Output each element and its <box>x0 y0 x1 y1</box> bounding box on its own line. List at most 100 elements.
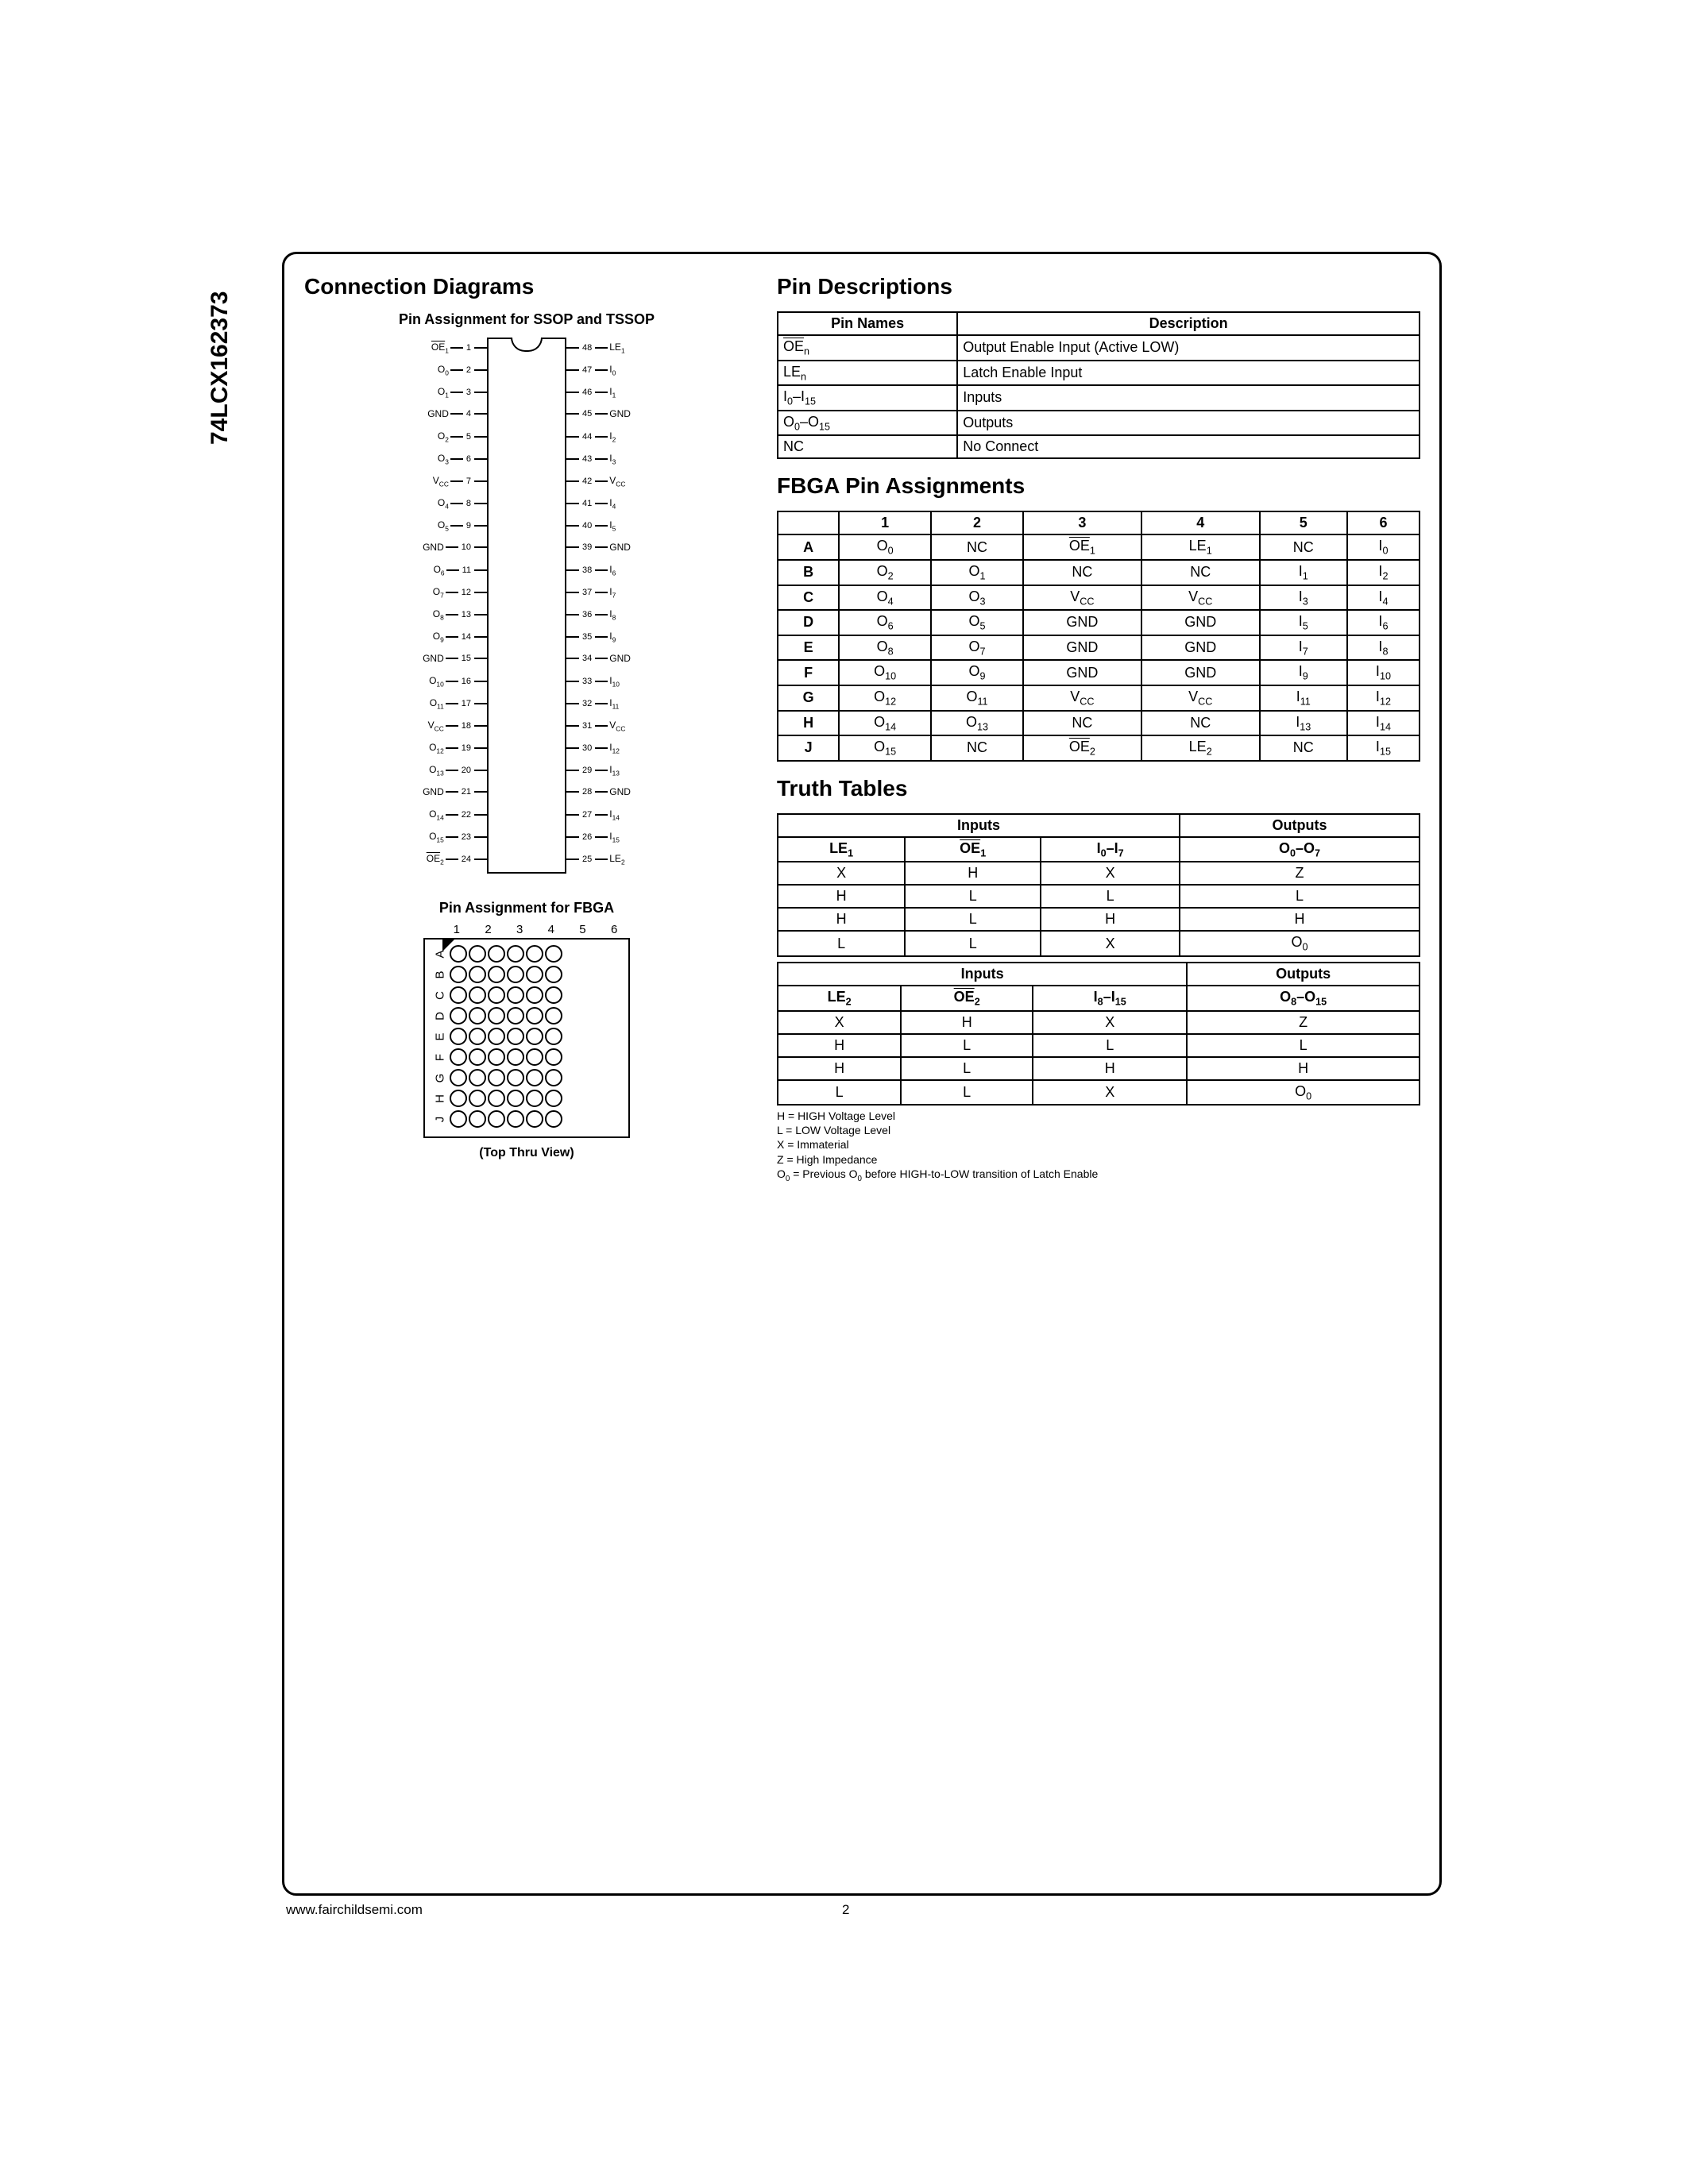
truth-table-1: InputsOutputsLE1OE1I0–I7O0–O7XHXZHLLLHLH… <box>777 813 1420 957</box>
fbga-col-label: 6 <box>611 923 617 936</box>
fbga-ball <box>469 1090 486 1107</box>
fbga-row-label: E <box>434 1028 447 1045</box>
fbga-cell: C <box>778 585 839 611</box>
fbga-cell: G <box>778 685 839 711</box>
fbga-cell: O2 <box>839 560 931 585</box>
pin-name-cell: O0–O15 <box>778 411 957 436</box>
truth-cell: X <box>1041 862 1180 885</box>
ssop-pin-right: 47I0 <box>566 364 617 376</box>
note-line: O0 = Previous O0 before HIGH-to-LOW tran… <box>777 1167 1420 1185</box>
fbga-cell: B <box>778 560 839 585</box>
fbga-col-label: 2 <box>485 923 491 936</box>
table-header: Outputs <box>1180 814 1420 837</box>
ssop-pin-right: 31VCC <box>566 720 627 732</box>
fbga-ball <box>469 1007 486 1024</box>
fbga-cell: O10 <box>839 660 931 685</box>
fbga-ball <box>488 1028 505 1045</box>
fbga-ball <box>526 1090 543 1107</box>
fbga-ball <box>507 1069 524 1086</box>
fbga-cell: I3 <box>1260 585 1347 611</box>
fbga-ball <box>526 1048 543 1066</box>
fbga-row-label: D <box>434 1007 447 1024</box>
fbga-row-label: C <box>434 986 447 1004</box>
fbga-ball <box>545 1007 562 1024</box>
fbga-ball <box>507 1007 524 1024</box>
fbga-row: G <box>431 1068 622 1087</box>
truth-cell: H <box>905 862 1041 885</box>
truth-cell: X <box>1041 931 1180 956</box>
table-header: I8–I15 <box>1033 986 1187 1011</box>
ssop-pin-right: 30I12 <box>566 742 621 754</box>
fbga-cell: I8 <box>1347 635 1420 661</box>
ssop-pin-right: 36I8 <box>566 608 617 621</box>
ssop-pin-right: 43I3 <box>566 453 617 465</box>
truth-tables-heading: Truth Tables <box>777 776 1420 801</box>
ssop-title: Pin Assignment for SSOP and TSSOP <box>304 311 749 328</box>
fbga-ball <box>507 986 524 1004</box>
truth-cell: L <box>905 885 1041 908</box>
fbga-ball <box>488 1007 505 1024</box>
table-header: Inputs <box>778 963 1187 986</box>
fbga-cell: VCC <box>1023 685 1141 711</box>
fbga-row-label: F <box>434 1048 447 1066</box>
fbga-ball <box>526 1110 543 1128</box>
fbga-cell: VCC <box>1141 685 1260 711</box>
fbga-col-label: 4 <box>548 923 554 936</box>
fbga-ball <box>507 1110 524 1128</box>
truth-cell: H <box>778 1034 901 1057</box>
fbga-cell: NC <box>1260 735 1347 761</box>
fbga-ball <box>450 1110 467 1128</box>
fbga-ball <box>488 1048 505 1066</box>
truth-cell: L <box>901 1080 1033 1106</box>
fbga-cell: O14 <box>839 711 931 736</box>
pin-name-cell: LEn <box>778 361 957 386</box>
pin-name-cell: I0–I15 <box>778 385 957 411</box>
ssop-pin-left: 5O2 <box>436 430 487 443</box>
truth-cell: L <box>1033 1034 1187 1057</box>
table-header: 4 <box>1141 511 1260 534</box>
truth-cell: L <box>1180 885 1420 908</box>
ssop-pin-left: 15GND <box>421 653 487 664</box>
fbga-cell: H <box>778 711 839 736</box>
fbga-ball <box>526 1069 543 1086</box>
fbga-cell: NC <box>1141 560 1260 585</box>
fbga-cell: O0 <box>839 534 931 560</box>
fbga-row: E <box>431 1027 622 1046</box>
ssop-pin-left: 1OE1 <box>430 341 487 354</box>
fbga-cell: J <box>778 735 839 761</box>
ssop-pin-right: 28GND <box>566 786 632 797</box>
fbga-cell: GND <box>1023 635 1141 661</box>
fbga-row: F <box>431 1048 622 1067</box>
note-line: Z = High Impedance <box>777 1152 1420 1167</box>
ssop-pin-left: 18VCC <box>427 720 487 732</box>
fbga-cell: GND <box>1141 660 1260 685</box>
fbga-cell: O6 <box>839 610 931 635</box>
table-header: O8–O15 <box>1187 986 1420 1011</box>
ssop-pin-left: 9O5 <box>436 519 487 532</box>
fbga-row: C <box>431 986 622 1005</box>
fbga-ball <box>469 1110 486 1128</box>
table-header: Outputs <box>1187 963 1420 986</box>
ssop-pin-left: 23O15 <box>427 831 487 843</box>
pin-desc-cell: Output Enable Input (Active LOW) <box>957 335 1420 361</box>
ssop-pin-right: 35I9 <box>566 631 617 643</box>
fbga-cell: O1 <box>931 560 1023 585</box>
fbga-cell: I0 <box>1347 534 1420 560</box>
fbga-ball <box>450 1048 467 1066</box>
note-line: X = Immaterial <box>777 1137 1420 1152</box>
truth-cell: X <box>778 1011 901 1034</box>
fbga-row: J <box>431 1109 622 1129</box>
fbga-ball <box>450 966 467 983</box>
table-header: Inputs <box>778 814 1180 837</box>
table-header: 2 <box>931 511 1023 534</box>
fbga-cell: NC <box>1023 560 1141 585</box>
fbga-ball <box>526 1007 543 1024</box>
fbga-ball <box>545 986 562 1004</box>
truth-cell: H <box>778 885 905 908</box>
ssop-pin-right: 29I13 <box>566 764 621 777</box>
table-header: LE1 <box>778 837 905 862</box>
fbga-ball <box>507 1048 524 1066</box>
fbga-cell: OE1 <box>1023 534 1141 560</box>
ssop-pin-left: 8O4 <box>436 497 487 510</box>
fbga-ball <box>507 945 524 963</box>
